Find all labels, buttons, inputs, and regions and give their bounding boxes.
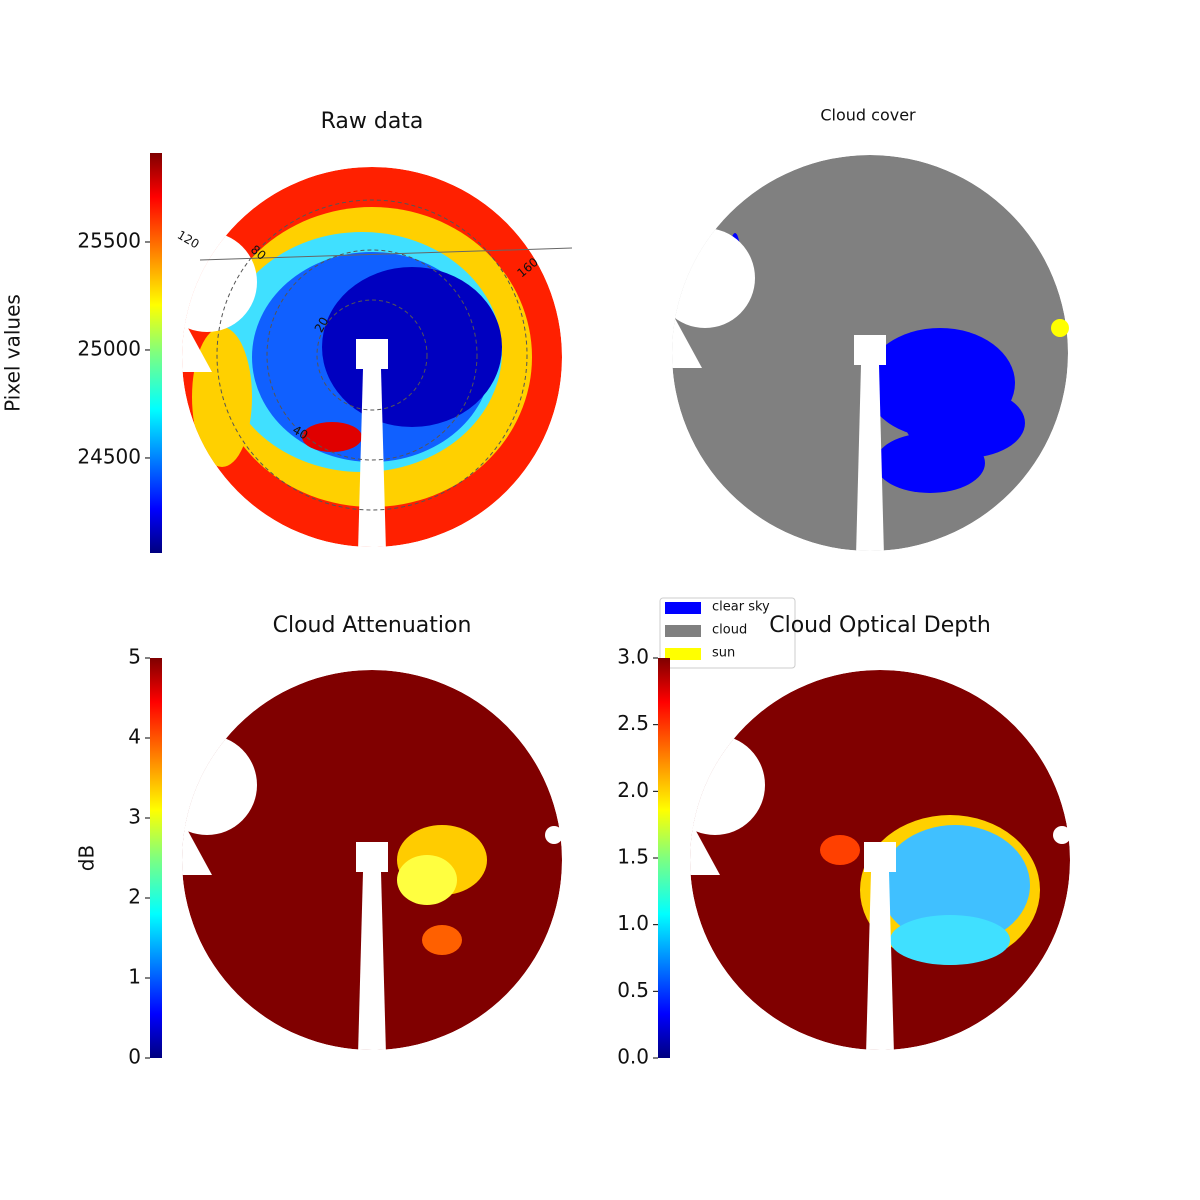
polar-label: 40 — [290, 423, 310, 443]
panel-title: Cloud Attenuation — [273, 613, 472, 638]
y-tick-label: 0.5 — [617, 978, 649, 1002]
polar-circle — [266, 249, 478, 461]
polar-circle — [316, 299, 428, 411]
polar-axis — [199, 247, 573, 261]
sky-region — [890, 915, 1010, 965]
y-tick-label: 3 — [128, 805, 141, 829]
legend-swatch — [665, 602, 701, 614]
panel-title: Cloud cover — [820, 106, 916, 125]
mast-head — [864, 842, 896, 872]
sun — [1053, 826, 1071, 844]
mast-head — [356, 842, 388, 872]
legend-label: cloud — [712, 623, 747, 638]
colorbar — [658, 658, 670, 1058]
polar-label: 20 — [312, 315, 332, 335]
mask-bite — [182, 735, 257, 835]
polar-label: 120 — [175, 228, 202, 252]
sky-image — [182, 167, 562, 547]
legend-swatch — [665, 648, 701, 660]
mast-head — [854, 335, 886, 365]
sky-image — [690, 670, 1070, 1050]
sky-region — [302, 422, 362, 452]
mask-bite — [690, 735, 765, 835]
y-tick-label: 0 — [128, 1045, 141, 1069]
y-tick-label: 24500 — [77, 444, 141, 468]
sky-region — [820, 835, 860, 865]
y-tick-label: 1.0 — [617, 911, 649, 935]
y-tick-label: 25000 — [77, 336, 141, 360]
sky-region — [875, 433, 985, 493]
y-tick-label: 1.5 — [617, 845, 649, 869]
mask-bite — [690, 820, 720, 875]
panel-title: Cloud Optical Depth — [769, 613, 991, 638]
sky-region — [880, 825, 1030, 945]
y-tick-label: 0.0 — [617, 1045, 649, 1069]
y-tick-label: 3.0 — [617, 645, 649, 669]
y-tick-label: 25500 — [77, 228, 141, 252]
y-tick-label: 4 — [128, 725, 141, 749]
mask-bite — [672, 228, 755, 328]
sky-region — [192, 327, 252, 467]
legend-swatch — [665, 625, 701, 637]
mask-bite — [182, 232, 257, 332]
polar-circle — [216, 199, 528, 511]
y-tick-label: 1 — [128, 965, 141, 989]
polar-grid — [199, 199, 573, 511]
sky-region — [322, 267, 502, 427]
sun — [545, 826, 563, 844]
mast-head — [356, 339, 388, 369]
sky-image — [672, 155, 1068, 551]
colorbar-label: dB — [75, 845, 99, 871]
y-tick-label: 2.5 — [617, 711, 649, 735]
sun — [1051, 319, 1069, 337]
legend-label: sun — [712, 646, 735, 661]
mast — [866, 872, 894, 1050]
sky-region — [422, 925, 462, 955]
mast — [358, 872, 386, 1050]
mast — [856, 365, 884, 551]
mask-bite — [672, 313, 702, 368]
y-tick-label: 2.0 — [617, 778, 649, 802]
sky-image — [182, 670, 562, 1050]
colorbar — [150, 658, 162, 1058]
y-tick-label: 5 — [128, 645, 141, 669]
colorbar — [150, 153, 162, 553]
mask-bite — [182, 820, 212, 875]
mask-bite — [182, 317, 212, 372]
legend-label: clear sky — [712, 600, 770, 615]
panel-title: Raw data — [321, 109, 424, 134]
y-tick-label: 2 — [128, 885, 141, 909]
sky-region — [397, 855, 457, 905]
colorbar-label: Pixel values — [1, 294, 25, 412]
